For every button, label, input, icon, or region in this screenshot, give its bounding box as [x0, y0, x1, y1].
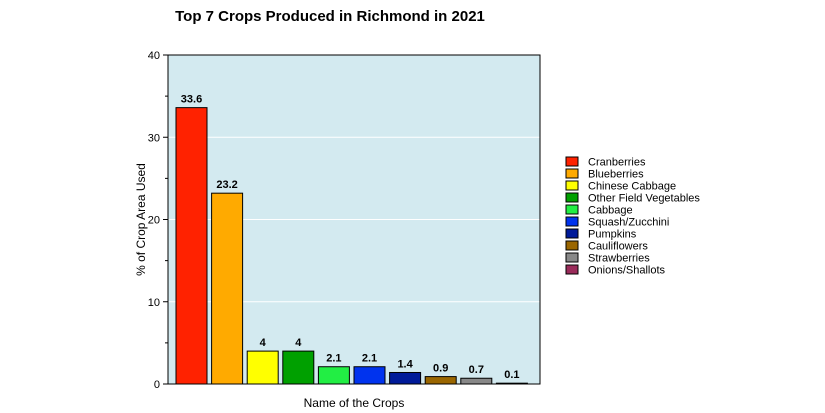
y-axis: 0 10 20 30 40 [148, 50, 168, 391]
legend-label: Strawberries [588, 253, 650, 265]
bar-cranberries [175, 107, 208, 385]
legend-swatch [565, 204, 579, 215]
y-tick-label: 40 [148, 50, 160, 62]
legend-label: Onions/Shallots [588, 265, 666, 277]
bar-other-field-vegetables [282, 350, 315, 385]
legend-swatch [565, 192, 579, 203]
data-label: 4 [260, 337, 267, 349]
legend-label: Squash/Zucchini [588, 217, 669, 229]
bar-blueberries [211, 192, 244, 385]
legend-swatch [565, 240, 579, 251]
legend-label: Other Field Vegetables [588, 193, 700, 205]
data-label: 2.1 [362, 353, 377, 365]
y-axis-title: % of Crop Area Used [134, 163, 148, 276]
legend-swatch [565, 216, 579, 227]
legend-swatch [565, 156, 579, 167]
data-label: 33.6 [181, 94, 202, 106]
data-label: 2.1 [326, 353, 341, 365]
bar-squash-zucchini [353, 366, 386, 385]
y-tick-label: 0 [154, 379, 160, 391]
data-label: 0.9 [433, 363, 448, 375]
y-tick-label: 10 [148, 297, 160, 309]
x-axis-title: Name of the Crops [304, 396, 405, 410]
legend-label: Pumpkins [588, 229, 637, 241]
bar-pumpkins [389, 371, 422, 385]
legend-label: Cranberries [588, 157, 646, 169]
bar-strawberries [460, 377, 493, 385]
legend-swatch [565, 252, 579, 263]
data-label: 23.2 [216, 179, 237, 191]
data-label: 0.1 [504, 369, 519, 381]
legend-swatch [565, 264, 579, 275]
data-label: 0.7 [469, 364, 484, 376]
bar-cauliflowers [424, 376, 457, 385]
y-tick-label: 20 [148, 215, 160, 227]
bar-chinese-cabbage [246, 350, 279, 385]
y-tick-label: 30 [148, 132, 160, 144]
legend-label: Cabbage [588, 205, 633, 217]
chart-title: Top 7 Crops Produced in Richmond in 2021 [175, 8, 485, 25]
bars [175, 107, 528, 385]
legend-label: Blueberries [588, 169, 644, 181]
data-label: 1.4 [397, 358, 413, 370]
legend-swatch [565, 168, 579, 179]
legend-swatch [565, 180, 579, 191]
legend-swatch [565, 228, 579, 239]
legend-label: Cauliflowers [588, 241, 648, 253]
data-label: 4 [295, 337, 302, 349]
data-labels: 33.6 23.2 4 4 2.1 2.1 1.4 0.9 0.7 0.1 [181, 94, 520, 382]
bar-cabbage [317, 366, 350, 385]
legend-label: Chinese Cabbage [588, 181, 676, 193]
